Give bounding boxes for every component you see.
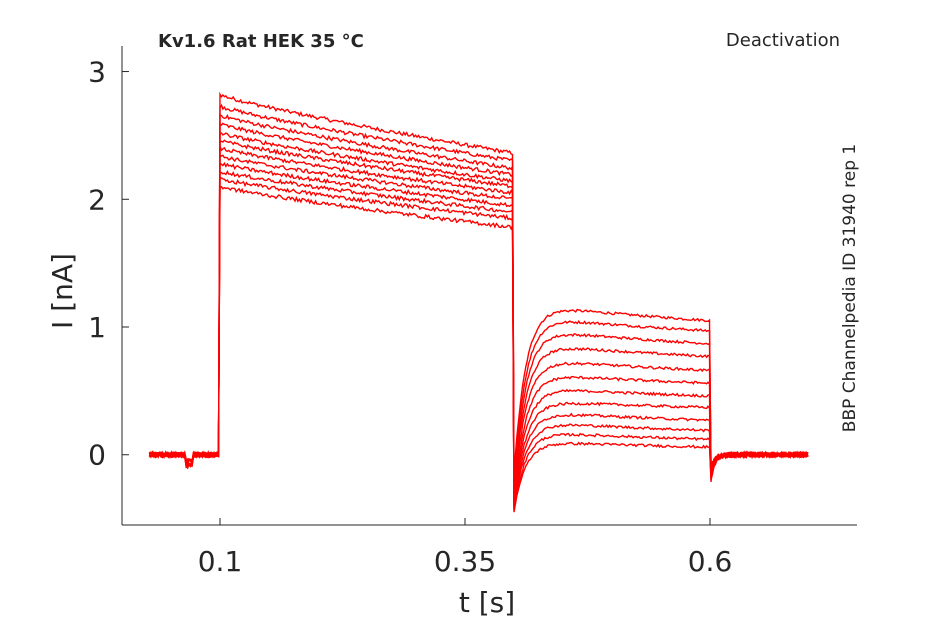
sweep-trace: [148, 176, 809, 511]
x-axis-label: t [s]: [459, 586, 515, 619]
sweep-trace: [148, 154, 809, 507]
sweep-trace: [149, 103, 809, 480]
ticks: 0.1 0.35 0.6 0 1 2 3: [88, 56, 732, 578]
sweep-trace: [148, 185, 809, 513]
axes: [121, 46, 857, 526]
sweep-trace: [148, 169, 809, 510]
sweep-trace: [148, 161, 809, 508]
sweep-trace: [148, 91, 809, 475]
sweep-trace: [148, 122, 809, 494]
y-tick-label: 1: [88, 311, 106, 344]
current-traces: [148, 91, 809, 513]
x-tick-label: 0.35: [434, 545, 496, 578]
side-label: BBP Channelpedia ID 31940 rep 1: [840, 144, 860, 432]
x-tick-label: 0.1: [198, 545, 243, 578]
sweep-trace: [148, 139, 809, 502]
y-tick-label: 3: [88, 56, 106, 89]
chart-title: Kv1.6 Rat HEK 35 °C: [158, 31, 364, 52]
protocol-label: Deactivation: [726, 30, 840, 51]
y-tick-label: 0: [88, 439, 106, 472]
sweep-trace: [148, 113, 809, 486]
y-axis-label: I [nA]: [46, 253, 79, 329]
sweep-trace: [149, 132, 809, 496]
x-tick-label: 0.6: [688, 545, 733, 578]
y-tick-label: 2: [88, 183, 106, 216]
sweep-trace: [148, 146, 809, 503]
